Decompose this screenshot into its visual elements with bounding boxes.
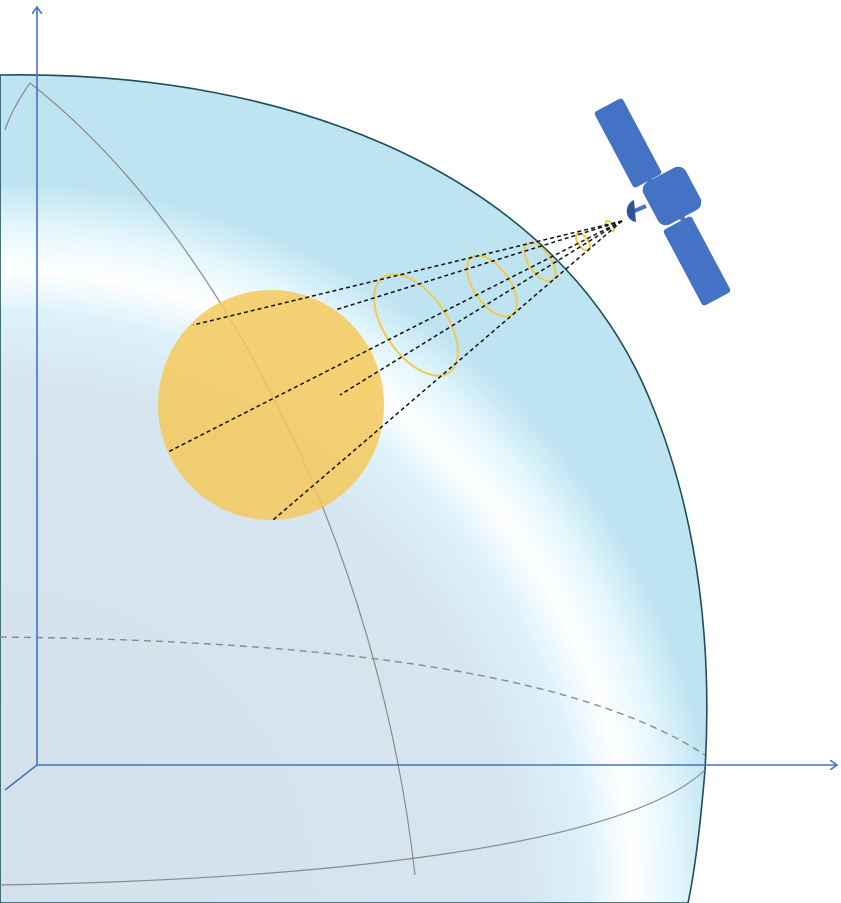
equator-front bbox=[0, 769, 706, 886]
meridian-line-left bbox=[4, 82, 31, 131]
satellite-body bbox=[642, 166, 702, 226]
globe bbox=[0, 74, 708, 903]
beam-ring bbox=[373, 273, 459, 377]
coverage-footprint-icon bbox=[158, 290, 384, 520]
satellite-icon bbox=[594, 98, 731, 306]
antenna-dish bbox=[626, 200, 636, 222]
beam-line bbox=[192, 220, 623, 326]
beam-line bbox=[167, 220, 623, 453]
beam-lines bbox=[167, 220, 623, 521]
solar-panel-upper bbox=[594, 98, 662, 188]
solar-panel-lower bbox=[663, 216, 731, 306]
y-axis bbox=[4, 764, 38, 791]
beam-line bbox=[334, 220, 623, 311]
equator-back-dashed bbox=[0, 636, 706, 756]
beam-line bbox=[339, 220, 623, 396]
beam-ring bbox=[574, 232, 592, 252]
